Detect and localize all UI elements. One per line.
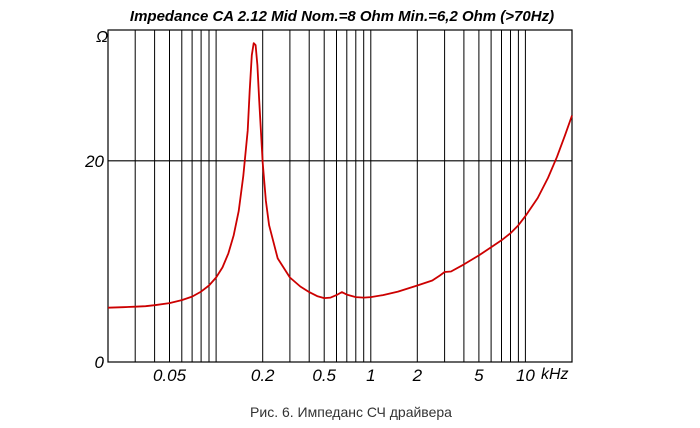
y-axis-unit: Ω (96, 29, 108, 46)
x-tick-label: 0.5 (312, 366, 336, 385)
x-tick-label: 0.2 (251, 366, 275, 385)
x-axis-unit: kHz (541, 366, 569, 383)
tick-labels: 0.05 0.2 0.5 1 2 5 10 0 20 (84, 152, 535, 385)
plot-frame (107, 29, 573, 363)
y-tick-label: 20 (84, 152, 104, 171)
impedance-curve (107, 42, 573, 309)
x-tick-label: 1 (366, 366, 375, 385)
x-tick-label: 10 (516, 366, 535, 385)
x-tick-label: 0.05 (153, 366, 187, 385)
gridlines (108, 30, 572, 362)
x-tick-label: 5 (474, 366, 484, 385)
chart-title: Impedance CA 2.12 Mid Nom.=8 Ohm Min.=6,… (130, 8, 554, 25)
x-tick-label: 2 (412, 366, 423, 385)
y-tick-label: 0 (95, 353, 105, 372)
figure-caption: Рис. 6. Импеданс СЧ драйвера (250, 404, 452, 420)
